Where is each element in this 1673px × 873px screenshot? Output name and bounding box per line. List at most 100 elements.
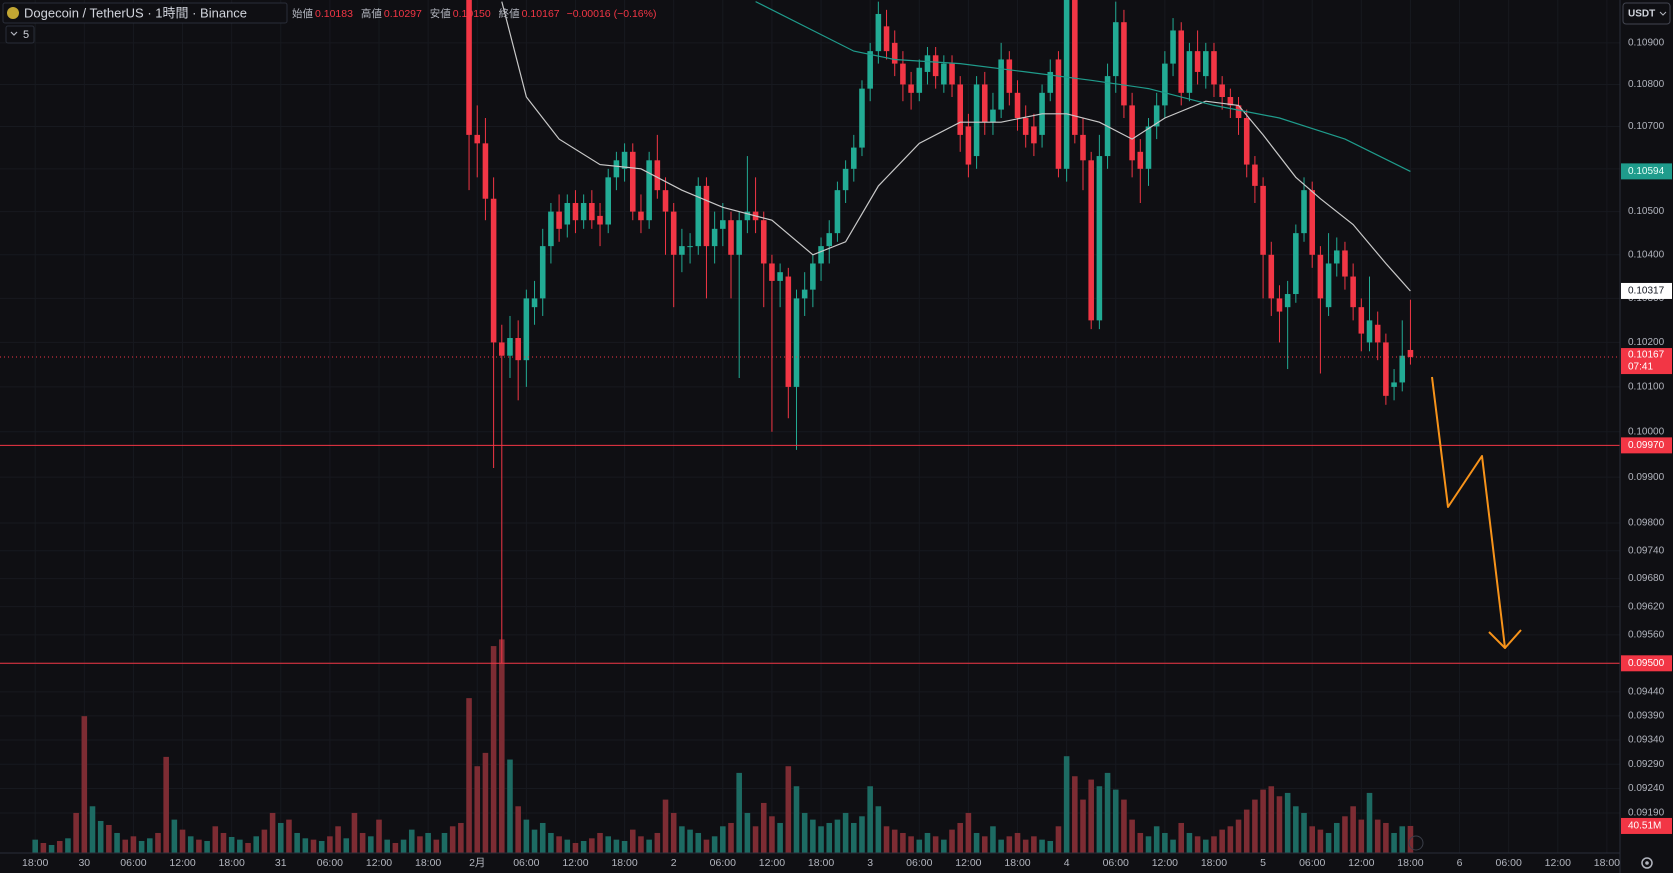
- level-label: 0.09970: [1628, 440, 1665, 451]
- indicator-count[interactable]: 5: [23, 29, 29, 41]
- candle-body: [1333, 250, 1340, 264]
- x-tick-label: 06:00: [1299, 857, 1325, 869]
- volume-bar: [155, 832, 161, 853]
- level-label: 0.09500: [1628, 658, 1665, 669]
- volume-bar: [1104, 772, 1111, 853]
- candle-body: [1227, 97, 1234, 106]
- candle-body: [1391, 382, 1397, 387]
- symbol-title[interactable]: Dogecoin / TetherUS · 1時間 · Binance: [24, 5, 247, 20]
- y-tick-label: 0.10200: [1628, 337, 1665, 348]
- volume-bar: [744, 812, 751, 853]
- candle-body: [1399, 355, 1406, 383]
- volume-bar: [523, 819, 530, 853]
- volume-bar: [941, 839, 947, 853]
- candle-body: [1342, 250, 1348, 277]
- candle-body: [1268, 254, 1275, 299]
- y-tick-label: 0.09390: [1628, 711, 1665, 722]
- candle-body: [1350, 276, 1356, 308]
- candle-body: [785, 276, 792, 387]
- candle-body: [1006, 59, 1013, 93]
- volume-bar: [711, 836, 718, 853]
- candle-body: [662, 190, 669, 212]
- volume-bar: [73, 812, 79, 853]
- volume-bar: [392, 842, 399, 853]
- volume-bar: [851, 822, 857, 853]
- candles: [466, 0, 1414, 664]
- volume-bar: [466, 698, 472, 853]
- x-tick-label: 12:00: [1152, 857, 1178, 869]
- volume-bar: [228, 836, 235, 853]
- volume-bar: [65, 838, 71, 853]
- volume-bar: [589, 838, 595, 853]
- moving-average: [501, 1, 1411, 292]
- candle-body: [1080, 134, 1086, 161]
- volume-bar: [662, 799, 669, 853]
- y-tick-label: 0.09560: [1628, 630, 1665, 641]
- candle-body: [638, 211, 644, 221]
- y-tick-label: 0.10000: [1628, 426, 1665, 437]
- volume-bar: [728, 822, 734, 853]
- chevron-icon: [10, 31, 18, 36]
- candle-body: [883, 26, 890, 52]
- volume-bar: [417, 836, 423, 853]
- x-tick-label: 3: [867, 857, 873, 869]
- volume-bar: [842, 812, 849, 853]
- candle-body: [1252, 164, 1258, 186]
- settings-icon[interactable]: [1641, 857, 1653, 869]
- volume-bar: [687, 829, 693, 853]
- ohlc-label: 高値: [361, 7, 382, 20]
- volume-bar: [1325, 832, 1332, 853]
- x-tick-label: 12:00: [1348, 857, 1374, 869]
- candle-body: [580, 203, 587, 221]
- candle-body: [834, 190, 841, 234]
- volume-bar: [179, 829, 186, 853]
- volume-bar: [48, 844, 55, 853]
- volume-bar: [670, 812, 677, 853]
- x-tick-label: 18:00: [219, 857, 245, 869]
- candle-body: [539, 246, 546, 299]
- candle-body: [981, 84, 988, 123]
- candle-body: [736, 220, 742, 255]
- candle-body: [826, 233, 833, 247]
- volume-bar: [1293, 806, 1299, 853]
- x-tick-label: 5: [1260, 857, 1266, 869]
- lightning-icon[interactable]: [1408, 835, 1424, 851]
- candle-body: [1276, 298, 1283, 312]
- arrow-path: [1431, 376, 1506, 649]
- volume-bar: [810, 819, 816, 853]
- x-tick-label: 18:00: [611, 857, 637, 869]
- volume-bar: [793, 786, 800, 853]
- symbol-box[interactable]: [2, 2, 288, 24]
- volume-bar: [490, 646, 497, 853]
- volume-bar: [597, 832, 603, 853]
- volume-bar: [1072, 776, 1078, 853]
- candle-body: [867, 51, 873, 89]
- volume-bar: [679, 826, 685, 853]
- x-tick-label: 2: [671, 857, 677, 869]
- candle-body: [810, 263, 816, 290]
- volume-bar: [1219, 829, 1225, 853]
- volume-bar: [1260, 789, 1266, 853]
- volume-bar: [965, 812, 972, 853]
- volume-bar: [1039, 839, 1045, 853]
- candle-body: [1194, 51, 1201, 72]
- candle-body: [1309, 190, 1315, 255]
- volume-bar: [474, 766, 481, 853]
- candle-body: [965, 126, 972, 165]
- volume-bar: [1211, 836, 1217, 853]
- volume-bar: [924, 832, 931, 853]
- candle-body: [548, 211, 554, 247]
- volume-bar: [826, 822, 833, 853]
- volume-bar: [973, 832, 980, 853]
- indicator-toggle[interactable]: [5, 25, 35, 44]
- currency[interactable]: USDT: [1628, 9, 1655, 20]
- volume-bar: [196, 839, 202, 853]
- currency-box[interactable]: [1622, 2, 1671, 25]
- price-axis-bg: [1620, 0, 1673, 873]
- volume-bar: [654, 832, 661, 853]
- volume-bar: [1350, 806, 1356, 853]
- volume-bar: [556, 836, 562, 853]
- level-label-bg: [1621, 655, 1672, 672]
- volume-bar: [1047, 840, 1054, 853]
